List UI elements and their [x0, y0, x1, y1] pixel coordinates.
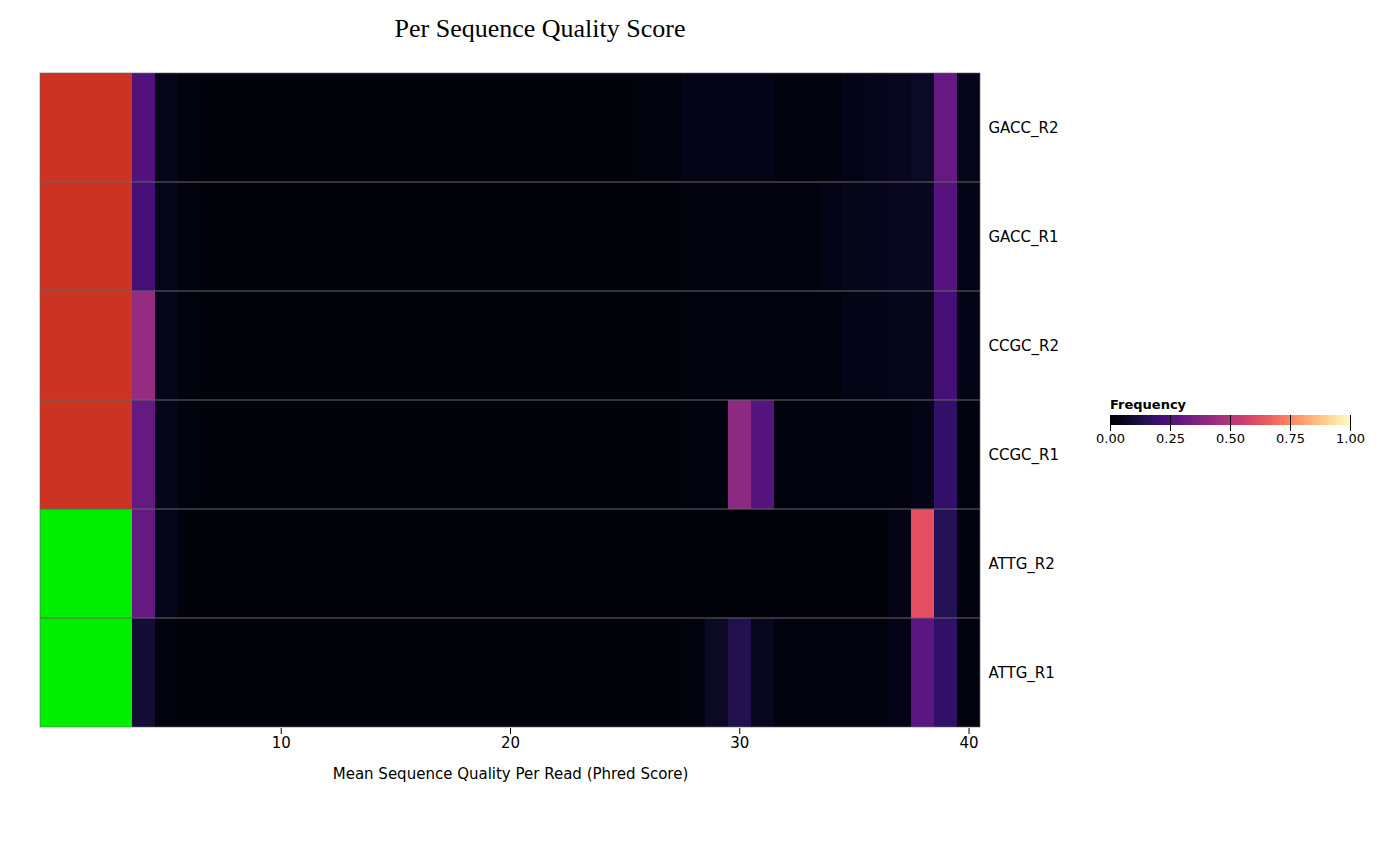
- svg-text:1.00: 1.00: [1336, 431, 1365, 446]
- svg-text:10: 10: [272, 734, 291, 752]
- svg-text:ATTG_R1: ATTG_R1: [989, 664, 1055, 683]
- svg-text:30: 30: [730, 734, 749, 752]
- svg-text:0.75: 0.75: [1276, 431, 1305, 446]
- svg-text:GACC_R1: GACC_R1: [989, 228, 1059, 247]
- svg-text:GACC_R2: GACC_R2: [989, 119, 1059, 138]
- svg-text:CCGC_R2: CCGC_R2: [989, 337, 1060, 356]
- svg-text:40: 40: [959, 734, 978, 752]
- html-text:Per Sequence Quality Score: Per Sequence Quality Score: [394, 14, 686, 43]
- svg-text:Mean Sequence Quality Per Read: Mean Sequence Quality Per Read (Phred Sc…: [333, 765, 689, 783]
- svg-text:0.25: 0.25: [1156, 431, 1185, 446]
- svg-text:0.00: 0.00: [1096, 431, 1125, 446]
- svg-text:Frequency: Frequency: [1110, 397, 1187, 412]
- svg-text:ATTG_R2: ATTG_R2: [989, 555, 1055, 574]
- svg-text:0.50: 0.50: [1216, 431, 1245, 446]
- svg-text:CCGC_R1: CCGC_R1: [989, 446, 1060, 465]
- svg-text:20: 20: [501, 734, 520, 752]
